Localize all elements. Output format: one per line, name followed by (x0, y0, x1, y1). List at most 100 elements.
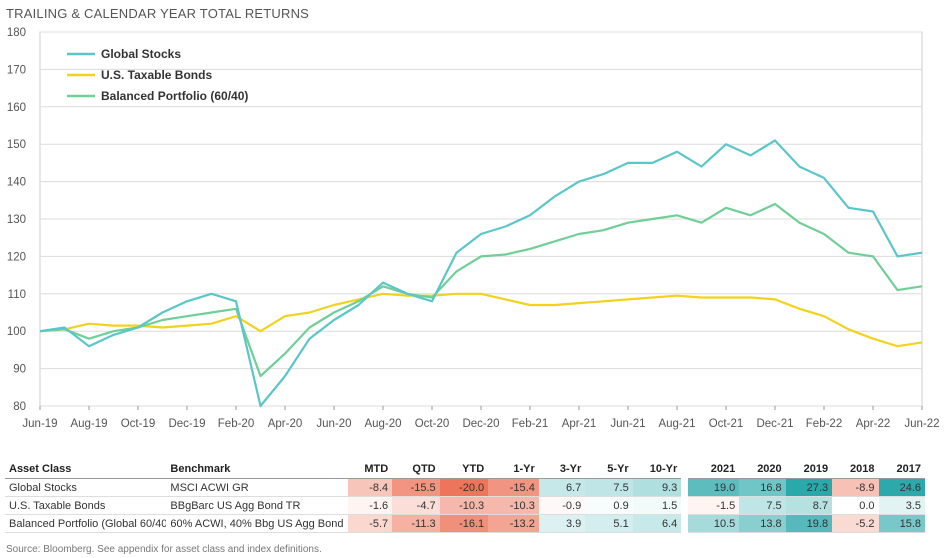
x-tick-label: Aug-19 (70, 418, 107, 430)
trailing-return-cell: -20.0 (439, 478, 489, 497)
y-tick-label: 180 (7, 27, 26, 39)
calendar-return-cell: 27.3 (785, 478, 833, 497)
returns-table: Asset Class Benchmark MTD QTD YTD 1-Yr 3… (5, 460, 925, 533)
y-tick-label: 130 (7, 214, 26, 226)
trailing-return-cell: 7.5 (585, 478, 633, 497)
trailing-return-cell: -16.1 (439, 514, 489, 533)
header-benchmark: Benchmark (166, 460, 348, 479)
header-asset-class: Asset Class (5, 460, 167, 479)
x-tick-label: Oct-20 (415, 418, 450, 430)
header-2020: 2020 (739, 460, 786, 479)
x-tick-label: Apr-22 (856, 418, 891, 430)
asset-class-cell: U.S. Taxable Bonds (5, 496, 167, 515)
benchmark-cell: MSCI ACWI GR (166, 478, 348, 497)
x-tick-label: Oct-19 (121, 418, 156, 430)
trailing-return-cell: 6.7 (538, 478, 586, 497)
trailing-return-cell: -15.4 (488, 478, 539, 497)
series-line (39, 292, 923, 348)
y-tick-label: 90 (13, 364, 26, 376)
trailing-return-cell: 0.9 (585, 496, 633, 515)
trailing-return-cell: -8.4 (347, 478, 393, 497)
x-tick-label: Jun-22 (904, 418, 939, 430)
calendar-return-cell: 16.8 (739, 478, 786, 497)
x-tick-label: Feb-20 (218, 418, 254, 430)
header-10yr: 10-Yr (632, 460, 682, 479)
trailing-return-cell: 9.3 (632, 478, 682, 497)
line-chart: 80 90 100 110 120 130 140 150 160 170 180 Jun-19 Au… (7, 27, 940, 430)
x-tick-label: Apr-20 (268, 418, 303, 430)
asset-class-cell: Global Stocks (5, 478, 167, 497)
table-row: Balanced Portfolio (Global 60/40) 60% ACW… (5, 514, 925, 533)
calendar-return-cell: 19.8 (785, 514, 833, 533)
table-row: Global Stocks MSCI ACWI GR -8.4 -15.5 -20.0-… (5, 478, 925, 497)
calendar-return-cell: 3.5 (878, 496, 925, 515)
trailing-return-cell: -1.6 (347, 496, 393, 515)
trailing-return-cell: 6.4 (632, 514, 682, 533)
x-tick-label: Aug-20 (364, 418, 401, 430)
calendar-return-cell: 7.5 (739, 496, 786, 515)
y-tick-label: 140 (7, 177, 26, 189)
source-note: Source: Bloomberg. See appendix for asse… (6, 544, 322, 555)
x-tick-label: Feb-22 (806, 418, 842, 430)
calendar-return-cell: 13.8 (739, 514, 786, 533)
series-lines (39, 139, 923, 408)
trailing-return-cell: -10.3 (488, 496, 539, 515)
x-axis: Jun-19 Aug-19 Oct-19 Dec-19 Feb-20 Apr-20 Jun-… (22, 406, 940, 430)
calendar-return-cell: 15.8 (878, 514, 925, 533)
y-tick-label: 120 (7, 251, 26, 263)
benchmark-cell: 60% ACWI, 40% Bbg US Agg Bond (166, 514, 348, 533)
trailing-return-cell: -0.9 (538, 496, 586, 515)
header-2021: 2021 (687, 460, 740, 479)
trailing-return-cell: -15.5 (392, 478, 440, 497)
y-tick-label: 150 (7, 139, 26, 151)
x-tick-label: Feb-21 (512, 418, 548, 430)
x-tick-label: Dec-19 (168, 418, 205, 430)
calendar-return-cell: -1.5 (687, 496, 740, 515)
y-tick-label: 110 (8, 289, 26, 301)
x-tick-label: Dec-20 (462, 418, 499, 430)
calendar-return-cell: 8.7 (785, 496, 833, 515)
x-tick-label: Aug-21 (658, 418, 695, 430)
calendar-return-cell: 10.5 (687, 514, 740, 533)
x-tick-label: Jun-20 (316, 418, 351, 430)
header-1yr: 1-Yr (488, 460, 539, 479)
y-tick-label: 160 (7, 102, 26, 114)
x-tick-label: Jun-21 (610, 418, 645, 430)
table-row: U.S. Taxable Bonds BBgBarc US Agg Bond TR… (5, 496, 925, 515)
trailing-return-cell: 3.9 (538, 514, 586, 533)
calendar-return-cell: 24.6 (878, 478, 925, 497)
trailing-return-cell: -5.7 (347, 514, 393, 533)
trailing-return-cell: -4.7 (392, 496, 440, 515)
series-line (39, 202, 923, 378)
trailing-return-cell: 5.1 (585, 514, 633, 533)
header-3yr: 3-Yr (538, 460, 586, 479)
header-ytd: YTD (439, 460, 489, 479)
trailing-return-cell: -13.2 (488, 514, 539, 533)
trailing-return-cell: 1.5 (632, 496, 682, 515)
header-2017: 2017 (878, 460, 925, 479)
chart-legend: Global Stocks U.S. Taxable Bonds Balanced … (67, 47, 248, 103)
header-qtd: QTD (392, 460, 440, 479)
y-axis: 80 90 100 110 120 130 140 150 160 170 180 (7, 27, 26, 413)
series-line (39, 139, 923, 408)
asset-class-cell: Balanced Portfolio (Global 60/40) (5, 514, 167, 533)
y-tick-label: 100 (7, 326, 26, 338)
y-tick-label: 80 (13, 401, 26, 413)
y-tick-label: 170 (7, 64, 26, 76)
legend-label: Balanced Portfolio (60/40) (101, 89, 248, 103)
x-tick-label: Apr-21 (562, 418, 597, 430)
benchmark-cell: BBgBarc US Agg Bond TR (166, 496, 348, 515)
legend-label: U.S. Taxable Bonds (101, 68, 212, 82)
header-2018: 2018 (832, 460, 879, 479)
x-tick-label: Oct-21 (709, 418, 744, 430)
calendar-return-cell: -5.2 (832, 514, 879, 533)
header-5yr: 5-Yr (585, 460, 633, 479)
x-tick-label: Dec-21 (756, 418, 793, 430)
chart-title: TRAILING & CALENDAR YEAR TOTAL RETURNS (6, 6, 310, 21)
calendar-return-cell: -8.9 (832, 478, 879, 497)
x-tick-label: Jun-19 (22, 418, 57, 430)
header-2019: 2019 (785, 460, 833, 479)
calendar-return-cell: 0.0 (832, 496, 879, 515)
header-mtd: MTD (347, 460, 393, 479)
trailing-return-cell: -10.3 (439, 496, 489, 515)
